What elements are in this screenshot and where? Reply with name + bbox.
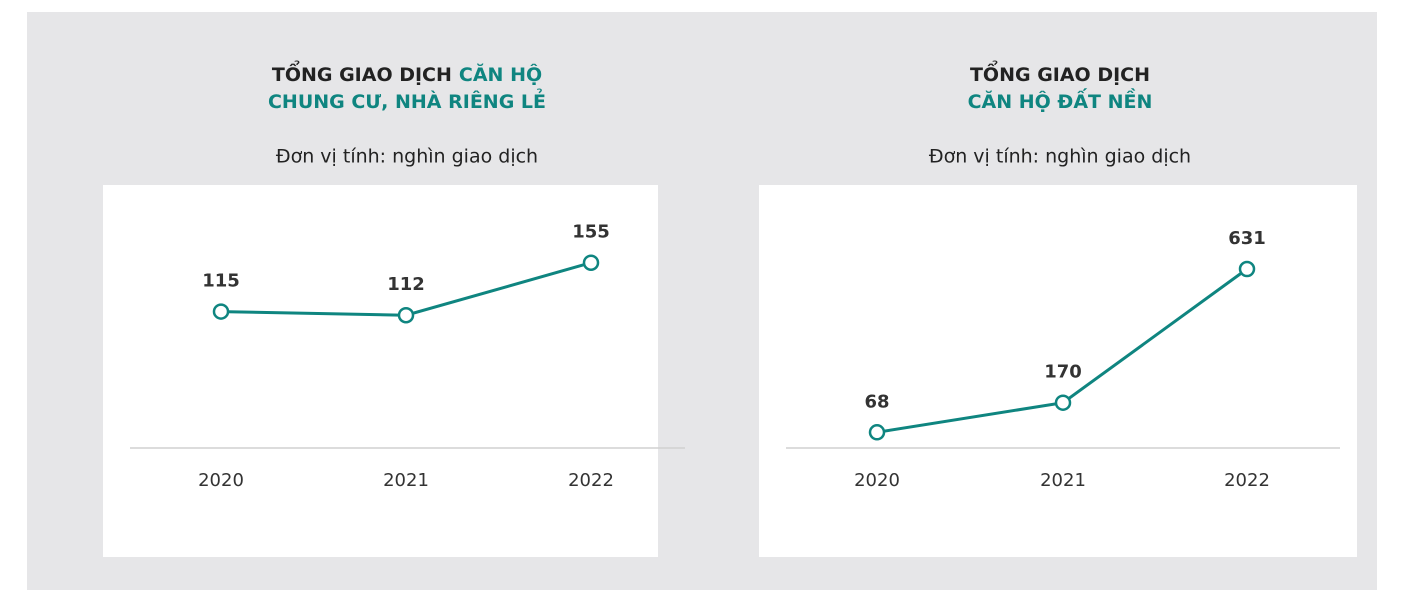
subtitle: Đơn vị tính: nghìn giao dịch [276,146,538,168]
title-part: CHUNG CƯ, NHÀ RIÊNG LẺ [268,88,546,113]
point [212,303,230,320]
x-tick-label: 2020 [198,470,244,491]
title-part: TỔNG GIAO DỊCH [970,59,1150,86]
value-label: 68 [864,391,889,412]
x-tick-label: 2022 [1224,470,1270,491]
x-tick-label: 2022 [568,470,614,491]
point [397,306,415,324]
chart-title: CĂN HỘ ĐẤT NỀN [968,87,1153,113]
title-part: CĂN HỘ ĐẤT NỀN [968,87,1153,113]
title-part: CĂN HỘ [459,62,542,86]
point [868,424,886,441]
point [1054,394,1072,411]
point [1238,260,1256,278]
subtitle: Đơn vị tính: nghìn giao dịch [929,146,1191,168]
point [582,254,600,271]
x-tick-label: 2021 [1040,470,1086,491]
value-label: 170 [1044,362,1082,383]
value-label: 631 [1228,228,1266,249]
x-tick-label: 2020 [854,470,900,491]
value-label: 115 [202,271,240,292]
value-label: 112 [387,274,425,295]
chart-title: TỔNG GIAO DỊCH [970,59,1150,86]
x-tick-label: 2021 [383,470,429,491]
value-label: 155 [572,222,610,243]
panel [759,185,1357,557]
chart-title: TỔNG GIAO DỊCH CĂN HỘ [272,59,542,86]
title-part: TỔNG GIAO DỊCH [272,59,452,86]
panel [103,185,658,557]
chart-title: CHUNG CƯ, NHÀ RIÊNG LẺ [268,88,546,113]
